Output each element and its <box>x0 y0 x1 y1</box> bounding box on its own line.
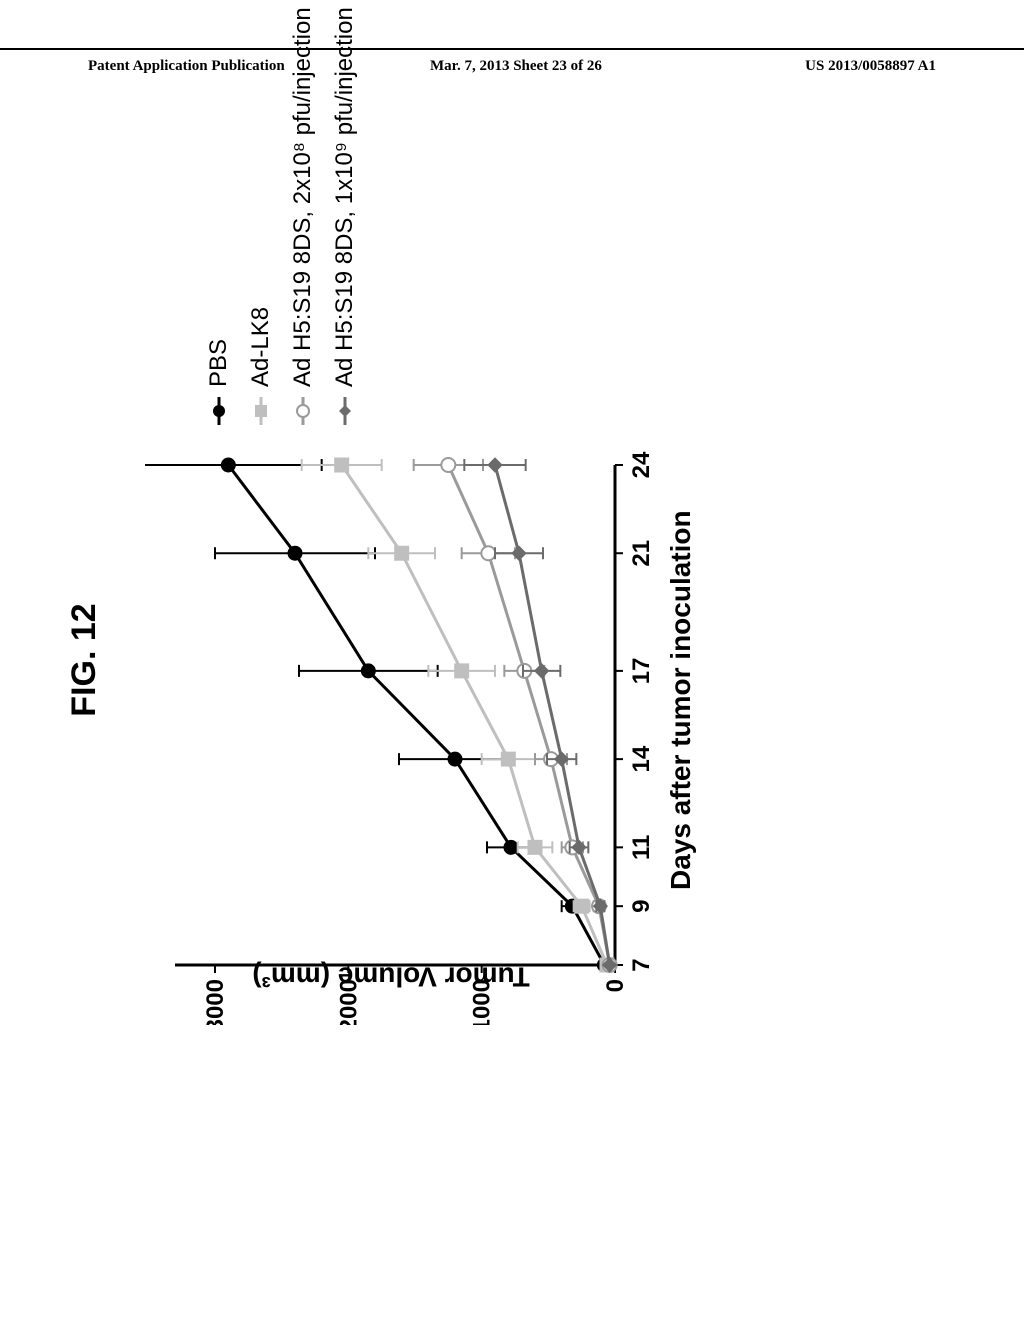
line-chart: 0 1000 2000 3000 7 9 11 14 17 21 24 <box>145 445 665 1025</box>
figure-title: FIG. 12 <box>65 603 104 716</box>
svg-text:14: 14 <box>628 745 655 772</box>
legend-item: PBS <box>205 7 233 425</box>
legend-marker-icon <box>249 397 273 425</box>
svg-text:11: 11 <box>628 835 655 860</box>
legend-label: Ad H5:S19 8DS, 1x10⁹ pfu/injection <box>331 7 359 387</box>
svg-text:3000: 3000 <box>202 979 229 1025</box>
legend-label: Ad H5:S19 8DS, 2x10⁸ pfu/injection <box>289 7 317 387</box>
svg-text:1000: 1000 <box>469 979 496 1025</box>
header-right: US 2013/0058897 A1 <box>805 58 936 75</box>
legend-marker-icon <box>291 397 315 425</box>
x-axis-label: Days after tumor inoculation <box>665 510 697 890</box>
svg-text:21: 21 <box>628 540 655 567</box>
legend-marker-icon <box>333 397 357 425</box>
legend-item: Ad-LK8 <box>247 7 275 425</box>
legend-marker-icon <box>207 397 231 425</box>
chart-legend: PBS Ad-LK8 Ad H5:S19 8DS, 2x10⁸ pfu/inject… <box>205 7 373 425</box>
header-middle: Mar. 7, 2013 Sheet 23 of 26 <box>430 58 602 75</box>
svg-text:17: 17 <box>628 658 655 685</box>
svg-text:24: 24 <box>628 451 655 478</box>
svg-text:2000: 2000 <box>335 979 362 1025</box>
svg-text:9: 9 <box>628 899 655 912</box>
figure-container: FIG. 12 Tumor Volume (mm³) 0100020003000… <box>25 265 1005 1055</box>
svg-text:0: 0 <box>602 979 629 992</box>
legend-item: Ad H5:S19 8DS, 2x10⁸ pfu/injection <box>289 7 317 425</box>
legend-label: Ad-LK8 <box>247 307 275 387</box>
legend-item: Ad H5:S19 8DS, 1x10⁹ pfu/injection <box>331 7 359 425</box>
legend-label: PBS <box>205 339 233 387</box>
svg-text:7: 7 <box>628 958 655 971</box>
page-header: Patent Application Publication Mar. 7, 2… <box>0 48 1024 80</box>
